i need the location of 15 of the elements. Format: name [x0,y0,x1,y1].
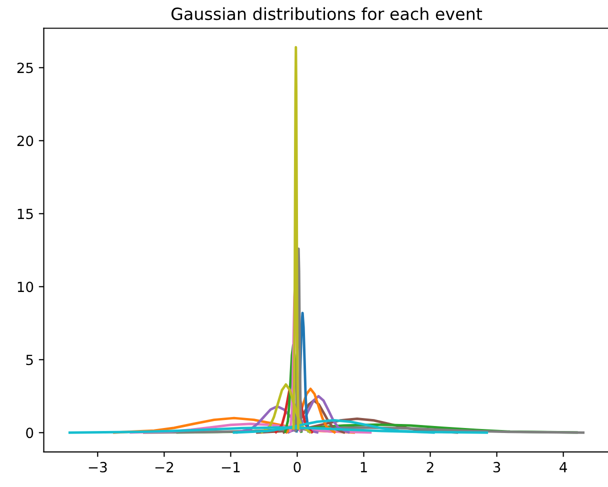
x-tick-label: 4 [560,462,567,472]
y-tick-label: 10 [18,282,34,292]
y-tick-label: 0 [26,428,34,438]
x-tick-label: −3 [88,462,107,472]
x-tick-label: 0 [294,462,301,472]
y-tick-label: 5 [26,354,33,366]
chart-title: Gaussian distributions for each event [171,7,482,20]
y-tick-label: 25 [17,62,33,74]
x-tick-label: 1 [360,462,367,472]
x-tick-label: 2 [426,462,434,472]
x-tick-label: 3 [493,462,500,472]
x-tick-label: −2 [155,462,174,472]
y-tick-label: 15 [18,208,33,220]
y-tick-label: 20 [17,136,34,146]
x-tick-label: −1 [222,462,240,472]
